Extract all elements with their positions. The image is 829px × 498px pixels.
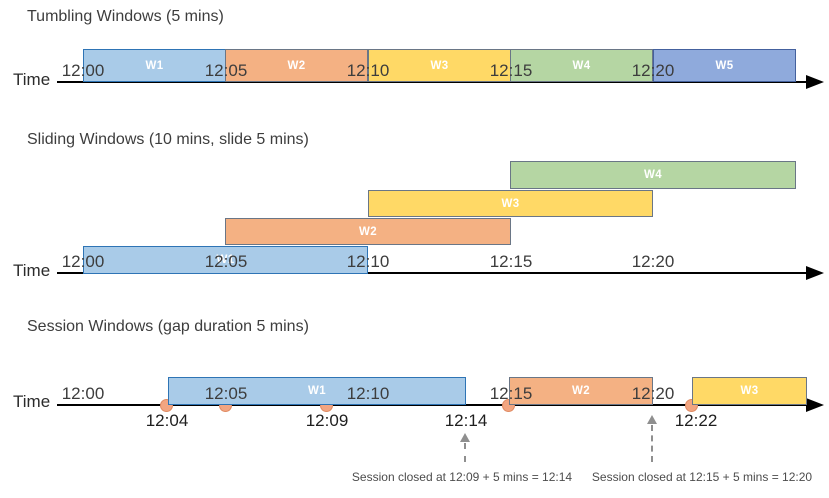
sliding-tick-1200: 12:00: [61, 252, 105, 271]
session-close-annotation-2: Session closed at 12:15 + 5 mins = 12:20: [591, 470, 813, 484]
sliding-window-w1: W1: [83, 246, 368, 274]
window-label: W4: [643, 169, 663, 181]
session-tick-1220: 12:20: [631, 384, 675, 403]
session-close-arrow-1-shaft: [464, 443, 466, 462]
session-section-title: Session Windows (gap duration 5 mins): [27, 318, 309, 335]
event-time-label-1222: 12:22: [674, 411, 718, 430]
session-tick-1200: 12:00: [61, 384, 105, 403]
session-window-w3: W3: [692, 377, 807, 405]
sliding-window-w4: W4: [510, 161, 796, 189]
tumbling-window-w3: W3: [368, 49, 511, 82]
sliding-tick-1210: 12:10: [346, 252, 390, 271]
window-label: W3: [740, 385, 759, 397]
tumbling-time-axis: [57, 81, 807, 83]
sliding-axis-arrowhead-icon: [806, 266, 824, 280]
event-time-label-1209: 12:09: [305, 411, 349, 430]
tumbling-tick-1205: 12:05: [204, 61, 248, 80]
tumbling-window-w1: W1: [83, 49, 226, 82]
session-close-arrow-2-icon: [647, 415, 657, 424]
tumbling-tick-1215: 12:15: [489, 61, 533, 80]
tumbling-window-w5: W5: [653, 49, 796, 82]
session-close-arrow-2-shaft: [651, 425, 653, 462]
event-time-label-1214: 12:14: [444, 411, 488, 430]
window-label: W1: [216, 254, 235, 266]
tumbling-axis-arrowhead-icon: [806, 75, 824, 89]
session-close-arrow-1-icon: [460, 433, 470, 442]
tumbling-window-w4: W4: [510, 49, 653, 82]
sliding-window-w2: W2: [225, 218, 511, 245]
sliding-tick-1215: 12:15: [489, 252, 533, 271]
session-tick-1210: 12:10: [346, 384, 390, 403]
session-axis-arrowhead-icon: [806, 398, 824, 412]
session-time-axis: [57, 404, 807, 406]
sliding-time-axis-label: Time: [13, 261, 51, 280]
sliding-section-title: Sliding Windows (10 mins, slide 5 mins): [27, 131, 309, 148]
window-label: W1: [145, 59, 164, 72]
window-label: W2: [287, 59, 306, 72]
tumbling-time-axis-label: Time: [13, 70, 51, 89]
window-label: W2: [571, 385, 591, 397]
tumbling-tick-1210: 12:10: [346, 61, 390, 80]
sliding-tick-1220: 12:20: [631, 252, 675, 271]
window-label: W3: [430, 59, 449, 72]
event-time-label-1204: 12:04: [145, 411, 189, 430]
sliding-tick-1205: 12:05: [204, 252, 248, 271]
session-tick-1205: 12:05: [204, 384, 248, 403]
session-window-w2: W2: [509, 377, 653, 405]
window-label: W1: [307, 385, 327, 397]
tumbling-window-w2: W2: [225, 49, 368, 82]
session-window-w1: W1: [168, 377, 466, 405]
session-tick-1215: 12:15: [489, 384, 533, 403]
sliding-time-axis: [57, 272, 807, 274]
session-time-axis-label: Time: [13, 392, 51, 411]
window-label: W4: [572, 59, 591, 72]
tumbling-tick-1220: 12:20: [631, 61, 675, 80]
window-label: W3: [501, 197, 520, 210]
tumbling-section-title: Tumbling Windows (5 mins): [27, 8, 224, 25]
tumbling-tick-1200: 12:00: [61, 61, 105, 80]
sliding-window-w3: W3: [368, 190, 653, 217]
session-close-annotation-1: Session closed at 12:09 + 5 mins = 12:14: [351, 470, 573, 484]
window-label: W5: [715, 59, 734, 72]
window-label: W2: [358, 225, 378, 238]
